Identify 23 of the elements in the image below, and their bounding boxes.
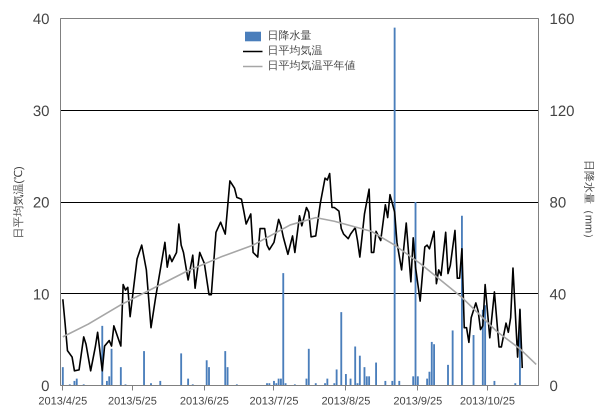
legend-label: 日平均気温 [268, 44, 322, 58]
y2-tick-label: 160 [550, 11, 575, 28]
line-series [62, 216, 537, 366]
y-tick-label: 30 [32, 102, 50, 120]
y-tick-label: 20 [32, 194, 50, 212]
x-tick-label: 2013/8/25 [321, 396, 370, 408]
y2-tick-label: 40 [550, 286, 566, 304]
x-tick-label: 2013/6/25 [180, 396, 229, 408]
x-tick-label: 2013/9/25 [393, 396, 442, 408]
x-tick-label: 2013/5/25 [108, 396, 157, 408]
y2-axis-title: 日降水量（mm） [582, 160, 596, 244]
x-tick-label: 2013/4/25 [38, 396, 88, 408]
y-tick-label: 10 [32, 286, 50, 304]
legend-label: 日平均気温平年値 [268, 59, 356, 73]
y-axis-title: 日平均気温(℃) [12, 166, 25, 239]
x-tick-label: 2013/10/25 [460, 396, 515, 408]
y-tick-label: 40 [32, 11, 50, 28]
y2-tick-label: 80 [550, 194, 566, 212]
y-tick-label: 0 [41, 378, 50, 395]
x-tick-label: 2013/7/25 [250, 396, 298, 408]
y2-tick-label: 0 [550, 378, 558, 395]
y2-tick-label: 120 [550, 102, 575, 120]
legend-label: 日降水量 [268, 29, 312, 43]
